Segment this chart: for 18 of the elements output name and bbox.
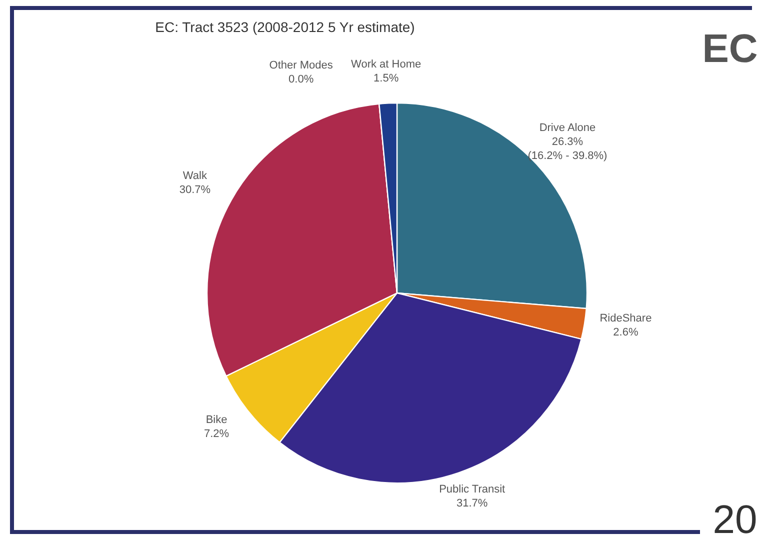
slice-label: Walk: [182, 170, 208, 182]
slice-label: RideShare: [600, 312, 652, 325]
text: (16.2% - 39.8%): [528, 150, 608, 162]
data-label: 31.7%: [456, 498, 488, 510]
data-label: 7.2%: [204, 428, 230, 440]
text: EC: [702, 27, 758, 71]
data-label: 26.3%: [552, 136, 584, 148]
slice-label: Drive Alone: [539, 122, 596, 134]
text: 0.0%: [288, 73, 314, 86]
slice-label: Bike: [206, 414, 228, 426]
data-label: 2.6%: [613, 326, 638, 339]
category-label: Other Modes: [269, 59, 333, 72]
chart-title: EC: Tract 3523 (2008-2012 5 Yr estimate): [155, 19, 415, 35]
data-label: 30.7%: [179, 184, 211, 196]
data-label: 1.5%: [374, 72, 399, 85]
slice-label: Work at Home: [351, 58, 422, 71]
slice-label: Public Transit: [439, 484, 506, 496]
text: 20: [712, 498, 758, 538]
